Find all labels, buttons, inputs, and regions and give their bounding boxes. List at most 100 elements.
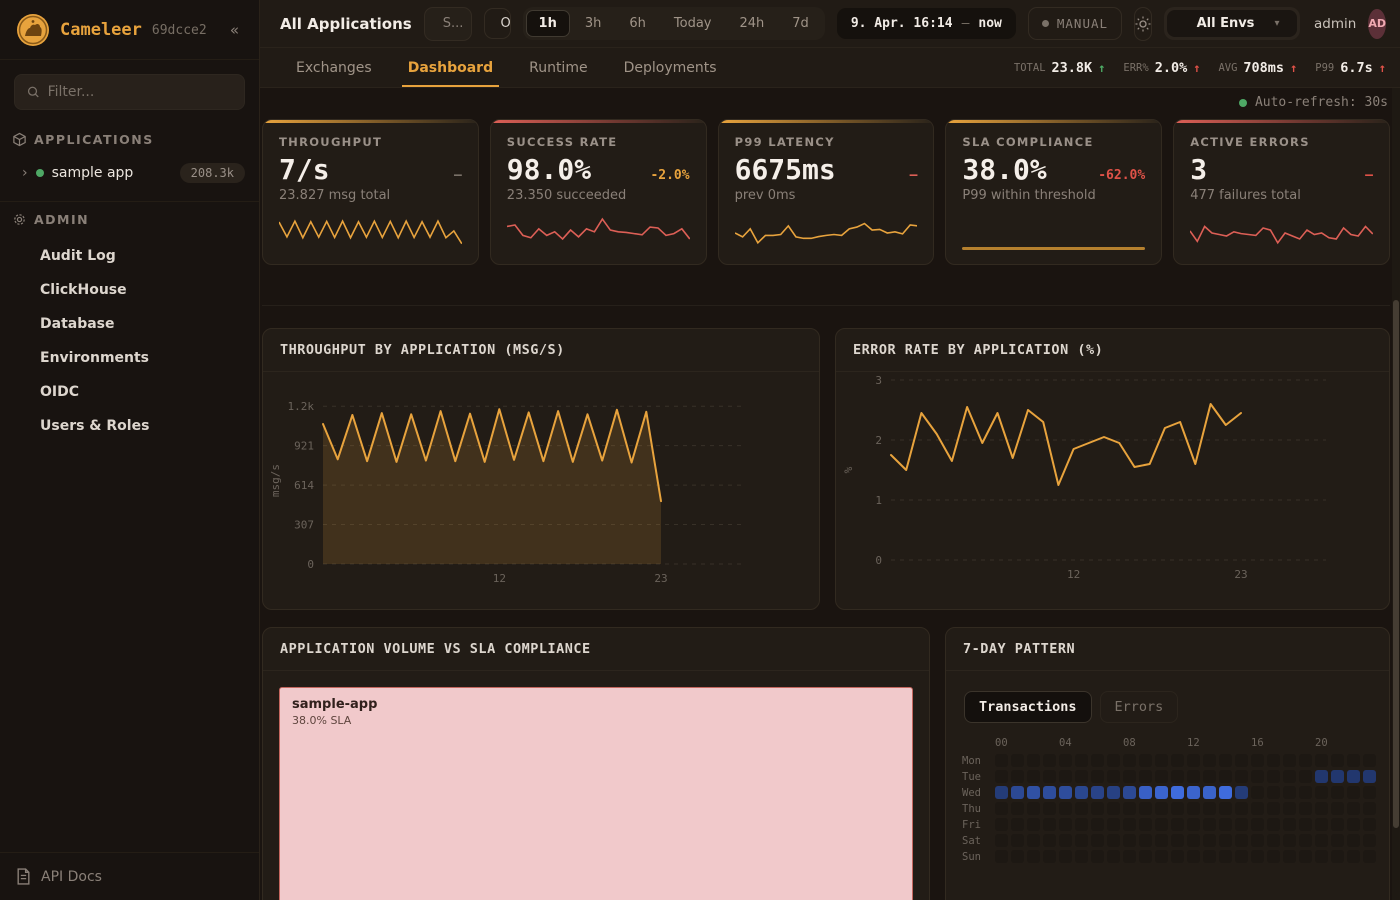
heatmap-cell[interactable] [1283, 834, 1296, 847]
tab-deployments[interactable]: Deployments [623, 59, 717, 76]
heatmap-cell[interactable] [1011, 850, 1024, 863]
kpi-card-active-errors[interactable]: ACTIVE ERRORS 3–477 failures total [1173, 119, 1390, 265]
sidebar-item-audit-log[interactable]: Audit Log [40, 248, 116, 264]
heatmap-toggle-errors[interactable]: Errors [1099, 691, 1179, 723]
heatmap-cell[interactable] [1267, 802, 1280, 815]
heatmap-cell[interactable] [1091, 818, 1104, 831]
heatmap-cell[interactable] [1267, 786, 1280, 799]
heatmap-cell[interactable] [1347, 770, 1360, 783]
heatmap-cell[interactable] [1251, 818, 1264, 831]
heatmap-cell[interactable] [1219, 786, 1232, 799]
heatmap-cell[interactable] [1187, 802, 1200, 815]
heatmap-cell[interactable] [1283, 786, 1296, 799]
heatmap-cell[interactable] [1299, 850, 1312, 863]
heatmap-cell[interactable] [1315, 802, 1328, 815]
heatmap-cell[interactable] [1043, 850, 1056, 863]
heatmap-cell[interactable] [1027, 850, 1040, 863]
heatmap-cell[interactable] [995, 834, 1008, 847]
heatmap-cell[interactable] [1235, 770, 1248, 783]
sidebar-item-oidc[interactable]: OIDC [40, 384, 80, 400]
heatmap-cell[interactable] [1363, 754, 1376, 767]
time-range-24h[interactable]: 24h [727, 10, 778, 37]
heatmap-cell[interactable] [1027, 786, 1040, 799]
manual-mode-button[interactable]: MANUAL [1027, 7, 1123, 40]
heatmap-cell[interactable] [1203, 754, 1216, 767]
heatmap-cell[interactable] [1187, 818, 1200, 831]
heatmap-cell[interactable] [1171, 770, 1184, 783]
scrollbar-thumb[interactable] [1393, 300, 1399, 828]
sidebar-item-environments[interactable]: Environments [40, 350, 150, 366]
heatmap-cell[interactable] [1203, 834, 1216, 847]
heatmap-cell[interactable] [1203, 786, 1216, 799]
heatmap-cell[interactable] [995, 786, 1008, 799]
heatmap-cell[interactable] [1203, 818, 1216, 831]
heatmap-cell[interactable] [1363, 770, 1376, 783]
heatmap-cell[interactable] [1251, 850, 1264, 863]
heatmap-cell[interactable] [995, 754, 1008, 767]
heatmap-cell[interactable] [1331, 802, 1344, 815]
heatmap-cell[interactable] [1331, 850, 1344, 863]
heatmap-cell[interactable] [995, 850, 1008, 863]
heatmap-cell[interactable] [1315, 818, 1328, 831]
heatmap-cell[interactable] [1011, 770, 1024, 783]
heatmap-cell[interactable] [1011, 818, 1024, 831]
heatmap-toggle-transactions[interactable]: Transactions [964, 691, 1092, 723]
heatmap-cell[interactable] [1219, 770, 1232, 783]
heatmap-cell[interactable] [1251, 770, 1264, 783]
heatmap-cell[interactable] [1315, 754, 1328, 767]
heatmap-cell[interactable] [1091, 802, 1104, 815]
scrollbar-track[interactable] [1392, 88, 1400, 900]
heatmap-cell[interactable] [1299, 754, 1312, 767]
heatmap-cell[interactable] [1139, 786, 1152, 799]
heatmap-cell[interactable] [1155, 818, 1168, 831]
time-range-1h[interactable]: 1h [525, 10, 570, 37]
sidebar-item-users-roles[interactable]: Users & Roles [40, 418, 150, 434]
heatmap-cell[interactable] [1283, 754, 1296, 767]
heatmap-cell[interactable] [1139, 754, 1152, 767]
sidebar-item-sample-app[interactable]: › sample app 208.3k [0, 155, 259, 193]
heatmap-cell[interactable] [1347, 818, 1360, 831]
heatmap-cell[interactable] [1123, 834, 1136, 847]
kpi-card-p99-latency[interactable]: P99 LATENCY 6675ms – prev 0ms [717, 119, 935, 265]
heatmap-cell[interactable] [1171, 818, 1184, 831]
heatmap-cell[interactable] [1011, 754, 1024, 767]
heatmap-cell[interactable] [1251, 802, 1264, 815]
heatmap-cell[interactable] [1267, 850, 1280, 863]
kpi-card-sla-compliance[interactable]: SLA COMPLIANCE 38.0% -62.0% P99 within thre… [945, 119, 1163, 265]
heatmap-cell[interactable] [1235, 834, 1248, 847]
heatmap-cell[interactable] [1235, 786, 1248, 799]
online-toggle[interactable]: O [483, 8, 511, 39]
heatmap-cell[interactable] [1155, 850, 1168, 863]
heatmap-cell[interactable] [1107, 770, 1120, 783]
heatmap-cell[interactable] [1123, 770, 1136, 783]
heatmap-cell[interactable] [1251, 786, 1264, 799]
sidebar-collapse-icon[interactable]: « [229, 21, 239, 39]
heatmap-cell[interactable] [1331, 834, 1344, 847]
global-search[interactable]: S... Ctrl+K [423, 6, 472, 41]
heatmap-cell[interactable] [995, 818, 1008, 831]
heatmap-cell[interactable] [1123, 786, 1136, 799]
heatmap-cell[interactable] [1203, 770, 1216, 783]
heatmap-cell[interactable] [1187, 770, 1200, 783]
heatmap-cell[interactable] [1027, 754, 1040, 767]
heatmap-cell[interactable] [1331, 754, 1344, 767]
treemap-cell-sample-app[interactable]: sample-app 38.0% SLA [279, 687, 913, 900]
kpi-card-throughput[interactable]: THROUGHPUT 7/s – 23.827 msg total [262, 119, 479, 265]
time-range-3h[interactable]: 3h [572, 10, 615, 37]
heatmap-cell[interactable] [1091, 850, 1104, 863]
heatmap-cell[interactable] [1299, 786, 1312, 799]
heatmap-cell[interactable] [1139, 834, 1152, 847]
heatmap-cell[interactable] [1059, 786, 1072, 799]
heatmap-cell[interactable] [1155, 754, 1168, 767]
heatmap-cell[interactable] [1219, 834, 1232, 847]
time-range-6h[interactable]: 6h [616, 10, 659, 37]
heatmap-cell[interactable] [1075, 834, 1088, 847]
heatmap-cell[interactable] [1235, 802, 1248, 815]
heatmap-cell[interactable] [1123, 850, 1136, 863]
heatmap-cell[interactable] [1011, 834, 1024, 847]
heatmap-cell[interactable] [1155, 834, 1168, 847]
heatmap-cell[interactable] [1139, 850, 1152, 863]
heatmap-cell[interactable] [1283, 850, 1296, 863]
heatmap-cell[interactable] [1091, 754, 1104, 767]
heatmap-cell[interactable] [1155, 802, 1168, 815]
